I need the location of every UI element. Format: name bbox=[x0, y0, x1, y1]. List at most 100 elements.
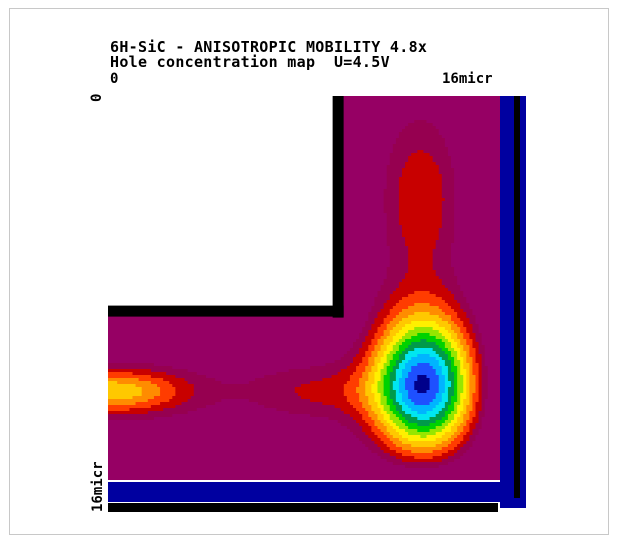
field-cell bbox=[251, 159, 256, 163]
field-cell bbox=[417, 102, 421, 106]
field-cell bbox=[163, 126, 167, 130]
field-cell bbox=[184, 99, 189, 103]
field-cell bbox=[221, 114, 225, 118]
field-cell bbox=[157, 144, 161, 148]
field-cell bbox=[270, 195, 274, 199]
field-cell bbox=[129, 120, 134, 124]
field-cell bbox=[300, 96, 305, 100]
field-cell bbox=[111, 189, 115, 193]
field-cell bbox=[325, 204, 330, 208]
field-cell bbox=[319, 159, 323, 163]
field-cell bbox=[193, 99, 198, 103]
field-cell bbox=[383, 114, 388, 118]
field-cell bbox=[172, 171, 176, 175]
field-cell bbox=[153, 198, 158, 202]
field-cell bbox=[405, 135, 409, 139]
field-cell bbox=[291, 135, 296, 139]
field-cell bbox=[279, 186, 284, 190]
field-cell bbox=[111, 180, 115, 184]
field-cell bbox=[353, 117, 357, 121]
field-cell bbox=[291, 153, 296, 157]
field-cell bbox=[349, 126, 354, 130]
field-cell bbox=[150, 117, 155, 121]
field-cell bbox=[147, 123, 152, 127]
field-cell bbox=[227, 132, 232, 136]
field-cell bbox=[163, 108, 167, 112]
field-cell bbox=[282, 144, 287, 148]
field-cell bbox=[294, 105, 299, 109]
field-cell bbox=[202, 111, 207, 115]
field-cell bbox=[267, 177, 271, 181]
field-cell bbox=[135, 96, 140, 100]
field-cell bbox=[319, 120, 323, 124]
field-cell bbox=[432, 108, 437, 112]
field-cell bbox=[138, 123, 143, 127]
field-cell bbox=[463, 108, 467, 112]
field-cell bbox=[117, 207, 121, 211]
field-cell bbox=[435, 138, 440, 142]
field-cell bbox=[202, 129, 207, 133]
field-cell bbox=[239, 189, 244, 193]
field-cell bbox=[245, 147, 250, 151]
field-cell bbox=[172, 153, 176, 157]
field-cell bbox=[310, 147, 314, 151]
field-cell bbox=[270, 162, 274, 166]
field-cell bbox=[135, 132, 140, 136]
field-cell bbox=[435, 150, 440, 154]
field-cell bbox=[144, 159, 149, 163]
field-cell bbox=[258, 177, 262, 181]
field-cell bbox=[371, 108, 376, 112]
field-cell bbox=[285, 108, 290, 112]
field-cell bbox=[242, 165, 247, 169]
field-cell bbox=[147, 180, 152, 184]
field-cell bbox=[108, 150, 112, 154]
field-cell bbox=[242, 168, 247, 172]
field-cell bbox=[227, 135, 232, 139]
field-cell bbox=[383, 120, 388, 124]
field-cell bbox=[144, 135, 149, 139]
field-cell bbox=[444, 99, 449, 103]
field-cell bbox=[478, 111, 483, 115]
field-cell bbox=[267, 180, 271, 184]
field-cell bbox=[496, 138, 500, 142]
field-cell bbox=[172, 150, 176, 154]
field-cell bbox=[423, 120, 428, 124]
field-cell bbox=[153, 108, 158, 112]
field-cell bbox=[258, 171, 262, 175]
field-cell bbox=[169, 162, 173, 166]
field-cell bbox=[294, 144, 299, 148]
field-cell bbox=[114, 102, 118, 106]
field-cell bbox=[190, 153, 195, 157]
field-cell bbox=[469, 117, 474, 121]
field-cell bbox=[187, 162, 192, 166]
field-cell bbox=[153, 159, 158, 163]
field-cell bbox=[389, 123, 394, 127]
field-cell bbox=[150, 120, 155, 124]
field-cell bbox=[300, 132, 305, 136]
field-cell bbox=[172, 105, 176, 109]
field-cell bbox=[251, 150, 256, 154]
field-cell bbox=[227, 144, 232, 148]
field-cell bbox=[432, 117, 437, 121]
field-cell bbox=[123, 138, 127, 142]
field-cell bbox=[120, 204, 124, 208]
field-cell bbox=[199, 141, 204, 145]
field-cell bbox=[196, 129, 201, 133]
field-cell bbox=[163, 135, 167, 139]
field-cell bbox=[276, 156, 281, 160]
field-cell bbox=[481, 105, 486, 109]
field-cell bbox=[123, 210, 127, 214]
field-cell bbox=[120, 147, 124, 151]
field-cell bbox=[353, 138, 357, 142]
field-cell bbox=[230, 156, 235, 160]
field-cell bbox=[135, 105, 140, 109]
field-cell bbox=[405, 147, 409, 151]
field-cell bbox=[236, 108, 241, 112]
field-cell bbox=[132, 201, 137, 205]
field-cell bbox=[349, 117, 354, 121]
field-cell bbox=[163, 129, 167, 133]
field-cell bbox=[267, 120, 271, 124]
field-cell bbox=[117, 195, 121, 199]
field-cell bbox=[423, 117, 428, 121]
field-cell bbox=[472, 105, 477, 109]
